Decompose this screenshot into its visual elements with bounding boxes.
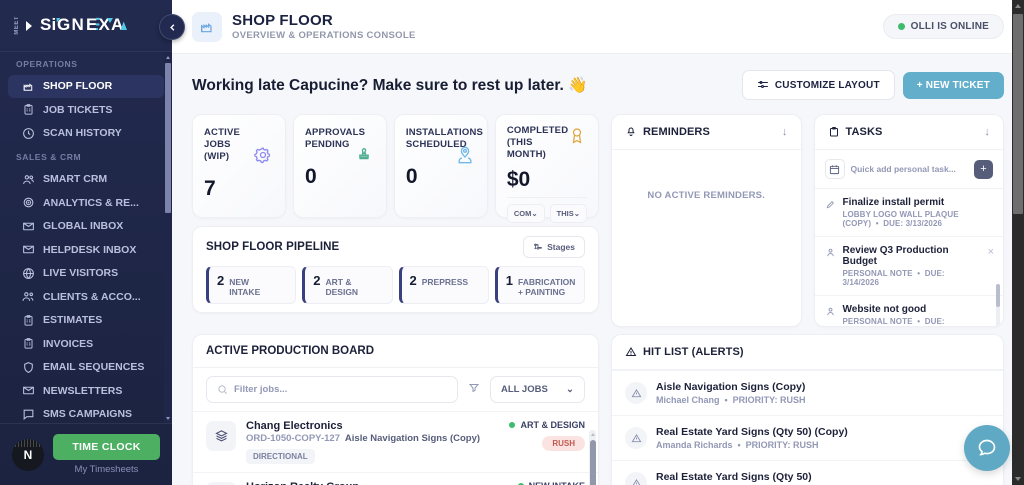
svg-text:S: S — [40, 15, 51, 34]
svg-text:i: i — [52, 15, 57, 34]
svg-text:G: G — [57, 15, 70, 34]
svg-text:N: N — [72, 15, 84, 34]
svg-text:E: E — [86, 15, 97, 34]
svg-text:X: X — [99, 15, 111, 34]
svg-text:A: A — [111, 15, 123, 34]
